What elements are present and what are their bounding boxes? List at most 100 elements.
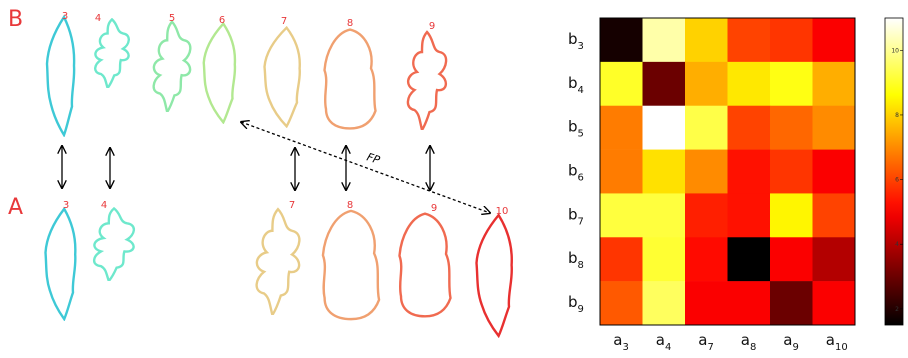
label-base: a <box>656 331 665 349</box>
label-subscript: 9 <box>792 342 798 353</box>
leaves-bottom <box>44 207 514 338</box>
leaves-top <box>45 15 448 137</box>
leaf-number: 7 <box>289 200 295 211</box>
heat-cell <box>642 149 686 194</box>
label-subscript: 3 <box>622 342 628 353</box>
label-subscript: 8 <box>578 260 584 271</box>
label-subscript: 10 <box>835 342 848 353</box>
axis-label: a7 <box>698 331 714 353</box>
heat-cell <box>642 281 686 326</box>
leaf <box>254 207 302 315</box>
heat-cell <box>770 281 813 326</box>
fp-arrow <box>241 122 490 213</box>
axis-label: b7 <box>568 205 584 227</box>
heat-cell <box>727 61 771 107</box>
leaf <box>474 213 514 338</box>
leaf <box>93 18 131 88</box>
heat-cell <box>685 149 728 194</box>
leaf-number: 4 <box>101 200 107 211</box>
heat-cell <box>770 149 813 194</box>
heat-cell <box>685 61 728 107</box>
heat-cell <box>770 105 813 150</box>
heat-cell <box>812 61 856 107</box>
heat-cell <box>642 61 686 107</box>
label-base: b <box>568 205 578 223</box>
heat-cell <box>600 18 643 63</box>
axis-label: b8 <box>568 249 584 271</box>
leaf-number: 9 <box>429 21 435 32</box>
label-base: a <box>741 331 750 349</box>
heat-cell <box>642 105 686 150</box>
axis-label: a8 <box>741 331 757 353</box>
heat-cell <box>685 281 728 326</box>
heat-cell <box>642 237 686 282</box>
leaf <box>202 22 237 124</box>
label-base: b <box>568 293 578 311</box>
leaf-number: 9 <box>431 203 437 214</box>
label-subscript: 4 <box>665 342 671 353</box>
axis-label: b9 <box>568 293 584 315</box>
leaf-number: 7 <box>281 16 287 27</box>
label-base: a <box>783 331 792 349</box>
leaf <box>406 30 448 130</box>
leaf <box>44 207 77 321</box>
leaf-number: 3 <box>63 200 69 211</box>
heatmap-frame <box>599 17 856 326</box>
fp-label: FP <box>365 150 382 166</box>
heat-cell <box>812 18 856 63</box>
heat-cell <box>727 18 771 63</box>
heat-cell <box>770 237 813 282</box>
heat-cell <box>812 237 856 282</box>
heat-cell <box>727 193 771 238</box>
axis-label: b3 <box>568 30 584 52</box>
leaf-number: 4 <box>95 13 101 24</box>
heat-cell <box>770 61 813 107</box>
label-subscript: 6 <box>578 173 584 184</box>
heat-cell <box>600 61 643 107</box>
label-base: b <box>568 118 578 136</box>
label-subscript: 9 <box>578 304 584 315</box>
leaf <box>92 207 136 281</box>
heat-cell <box>642 193 686 238</box>
label-base: b <box>568 162 578 180</box>
colorbar-tick-label: 8 <box>895 112 899 119</box>
heat-cell <box>685 193 728 238</box>
heat-cell <box>642 18 686 63</box>
colorbar-tick-label: 10 <box>891 47 899 54</box>
label-base: b <box>568 30 578 48</box>
axis-label: b6 <box>568 162 584 184</box>
label-base: b <box>568 74 578 92</box>
heat-cell <box>770 193 813 238</box>
label-subscript: 7 <box>707 342 713 353</box>
leaf <box>45 15 76 137</box>
leaf-number: 5 <box>169 13 175 24</box>
heat-cell <box>812 105 856 150</box>
heat-cell <box>727 105 771 150</box>
leaf-number: 8 <box>347 18 353 29</box>
heat-cell <box>600 281 643 326</box>
axis-label: a10 <box>826 331 848 353</box>
label-base: a <box>826 331 835 349</box>
panel-label: A <box>8 195 23 220</box>
leaf-number: 6 <box>219 15 225 26</box>
label-subscript: 5 <box>578 129 584 140</box>
leaf <box>322 27 378 131</box>
label-subscript: 3 <box>578 41 584 52</box>
axis-label: b5 <box>568 118 584 140</box>
leaf <box>397 211 453 319</box>
label-subscript: 8 <box>750 342 756 353</box>
heat-cell <box>770 18 813 63</box>
heat-cell <box>600 149 643 194</box>
label-base: b <box>568 249 578 267</box>
heat-cell <box>727 281 771 326</box>
heat-cell <box>812 193 856 238</box>
leaf-number: 10 <box>496 206 509 217</box>
heat-cell <box>812 281 856 326</box>
panel-label: B <box>8 7 23 32</box>
heat-cell <box>812 149 856 194</box>
colorbar-tick-label: 2 <box>895 306 899 313</box>
axis-label: b4 <box>568 74 584 96</box>
heat-cell <box>685 237 728 282</box>
match-arrows <box>62 122 490 213</box>
